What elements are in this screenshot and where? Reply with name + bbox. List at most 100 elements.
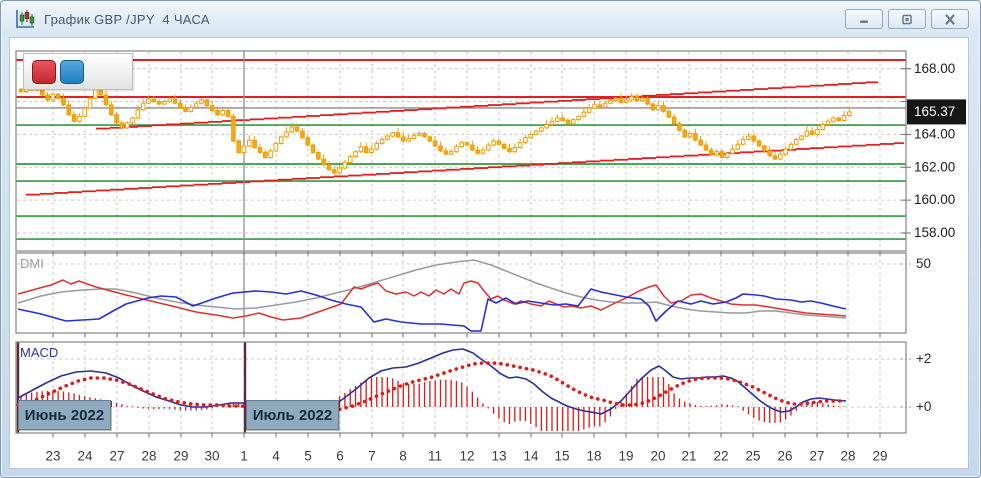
candle-up — [687, 133, 693, 138]
candle-down — [225, 110, 231, 117]
trendline — [96, 81, 878, 130]
candle-down — [108, 104, 114, 116]
time-axis-label: 7 — [368, 449, 376, 464]
time-axis-label: 12 — [459, 449, 474, 464]
candle-up — [358, 146, 364, 153]
candle-up — [188, 106, 194, 112]
maximize-button[interactable] — [888, 9, 926, 29]
candle-down — [310, 144, 316, 153]
candle-down — [257, 147, 263, 153]
candle-down — [321, 158, 326, 166]
candle-up — [799, 135, 804, 140]
candle-down — [294, 126, 300, 132]
candle-down — [507, 147, 512, 153]
candle-down — [178, 102, 183, 109]
candle-down — [475, 149, 480, 154]
time-axis-label: 23 — [45, 449, 60, 464]
blue-series-button[interactable] — [60, 60, 84, 84]
macd-axis-label: +0 — [916, 399, 931, 414]
time-axis-label: 29 — [872, 449, 887, 464]
dmi-panel-bg[interactable] — [16, 253, 906, 333]
candle-down — [114, 114, 119, 124]
candle-up — [746, 135, 751, 140]
candle-up — [555, 117, 560, 122]
candle-down — [262, 151, 268, 158]
candle-down — [634, 96, 640, 102]
candle-up — [220, 110, 226, 116]
candle-down — [698, 139, 703, 146]
candle-down — [395, 132, 401, 138]
dmi-plus-di-line — [17, 279, 847, 321]
candle-down — [61, 97, 66, 106]
candle-up — [539, 127, 544, 132]
candle-up — [517, 142, 523, 149]
macd-axis-label: +2 — [916, 351, 931, 366]
candle-up — [454, 146, 459, 153]
close-button[interactable] — [931, 9, 969, 29]
price-panel-border — [15, 50, 907, 252]
candle-up — [735, 143, 741, 150]
time-axis-label: 15 — [554, 449, 569, 464]
price-axis-label: 162.00 — [914, 159, 955, 174]
time-axis-label: 30 — [204, 449, 219, 464]
candle-down — [103, 94, 109, 106]
candle-up — [570, 119, 576, 125]
candle-up — [576, 115, 581, 121]
candle-up — [353, 151, 358, 158]
candle-down — [809, 130, 815, 135]
candle-down — [501, 143, 507, 149]
candle-up — [788, 143, 794, 150]
candle-up — [714, 151, 719, 156]
candle-up — [273, 142, 279, 152]
current-price-badge — [907, 99, 966, 125]
candle-up — [825, 120, 831, 126]
candle-up — [268, 150, 273, 158]
candle-down — [363, 146, 369, 153]
candle-up — [639, 97, 645, 102]
dmi-axis-label: 50 — [916, 256, 931, 271]
candle-up — [369, 148, 374, 153]
candle-down — [645, 97, 650, 105]
candle-down — [422, 133, 427, 138]
candle-down — [565, 119, 571, 125]
candle-up — [724, 152, 730, 158]
candle-up — [199, 99, 204, 104]
candle-up — [523, 137, 528, 144]
candle-up — [146, 98, 151, 104]
candle-up — [342, 161, 348, 169]
red-series-button[interactable] — [32, 60, 56, 84]
time-axis-label: 29 — [173, 449, 188, 464]
candle-down — [172, 98, 178, 104]
candle-up — [783, 148, 788, 155]
candlestick-chart-icon — [16, 10, 35, 28]
candle-up — [135, 109, 141, 119]
candle-down — [316, 151, 321, 160]
candle-up — [50, 93, 56, 101]
time-axis-label: 28 — [141, 449, 156, 464]
macd-panel-bg[interactable] — [16, 342, 906, 433]
macd-signal-dotted-line — [16, 361, 848, 413]
time-axis-label: 20 — [650, 449, 665, 464]
candle-up — [82, 107, 88, 117]
candle-down — [66, 104, 72, 116]
candle-up — [480, 149, 486, 154]
candle-up — [241, 145, 247, 153]
minimize-button[interactable] — [845, 9, 883, 29]
trendline — [26, 142, 904, 196]
time-axis-label: 1 — [240, 449, 248, 464]
candle-up — [193, 102, 199, 108]
minimize-icon — [860, 20, 868, 23]
time-axis-label: 27 — [109, 449, 124, 464]
time-axis-label: 25 — [745, 449, 760, 464]
time-axis-label: 4 — [272, 449, 280, 464]
month-label-july: Июль 2022 — [246, 400, 339, 430]
candle-down — [438, 145, 443, 152]
candle-up — [77, 115, 82, 122]
candle-down — [470, 144, 475, 151]
candle-up — [416, 133, 422, 136]
window-titlebar[interactable]: График GBP /JPY 4 ЧАСА — [2, 2, 979, 36]
candle-down — [682, 129, 688, 138]
candle-down — [666, 110, 672, 118]
candle-up — [549, 120, 555, 126]
